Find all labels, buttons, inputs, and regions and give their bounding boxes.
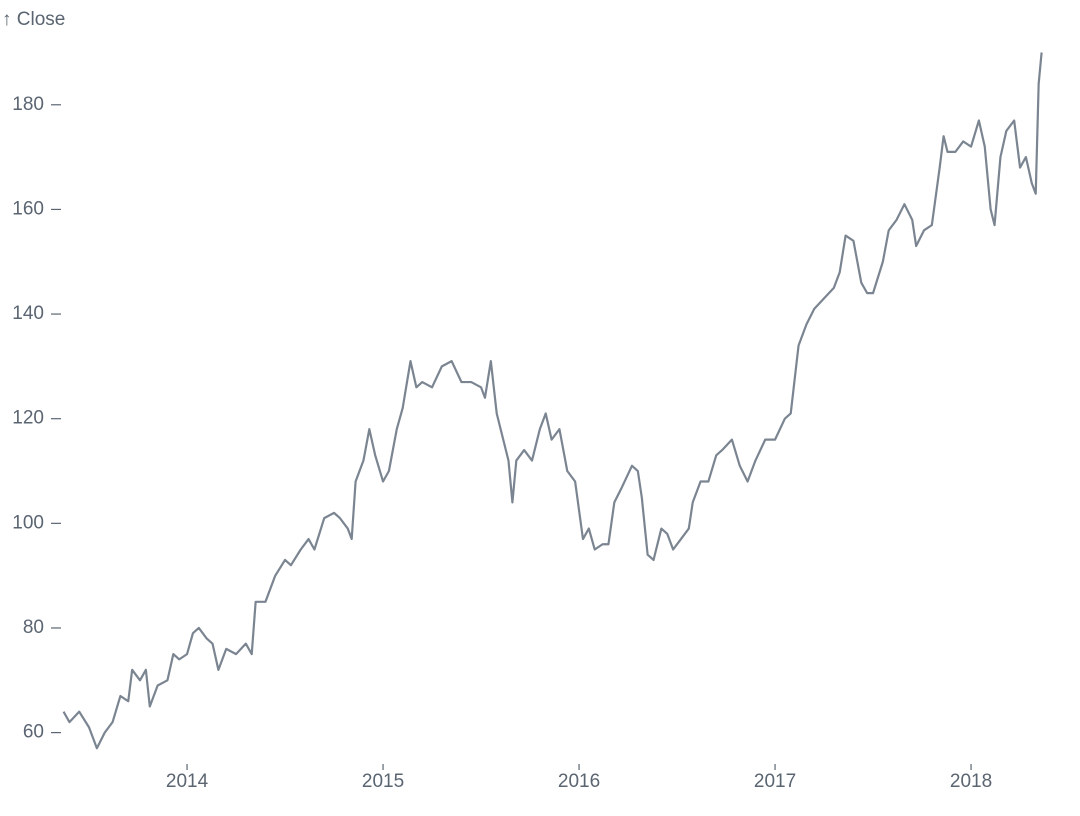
- y-tick-label: 180: [12, 94, 44, 115]
- y-tick-label: 80: [23, 617, 44, 638]
- x-tick-label: 2016: [558, 771, 600, 792]
- price-line: [62, 52, 1043, 750]
- y-tick-label: 140: [12, 303, 44, 324]
- y-tick-label: 60: [23, 722, 44, 743]
- x-tick-label: 2015: [362, 771, 404, 792]
- y-axis-label: ↑ Close: [2, 9, 65, 30]
- x-tick-label: 2018: [950, 771, 992, 792]
- y-tick-label: 160: [12, 198, 44, 219]
- y-tick-label: 100: [12, 512, 44, 533]
- x-tick-label: 2014: [166, 771, 209, 792]
- x-tick-label: 2017: [754, 771, 796, 792]
- y-tick-label: 120: [12, 408, 44, 429]
